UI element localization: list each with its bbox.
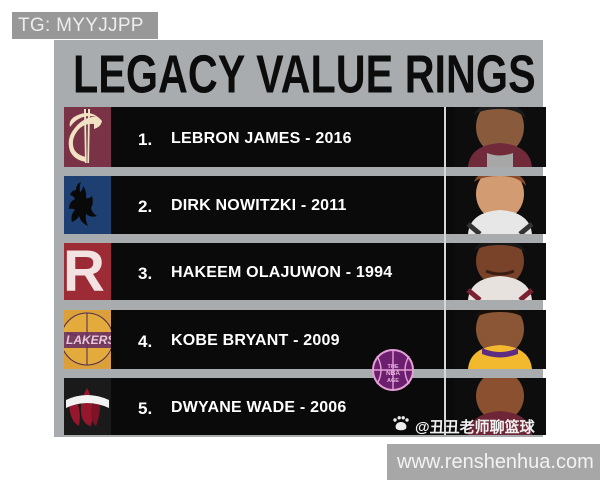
svg-text:LAKERS: LAKERS — [66, 333, 111, 347]
svg-text:AGE: AGE — [387, 378, 399, 384]
svg-text:R: R — [64, 243, 105, 300]
svg-text:NBA: NBA — [386, 370, 400, 377]
